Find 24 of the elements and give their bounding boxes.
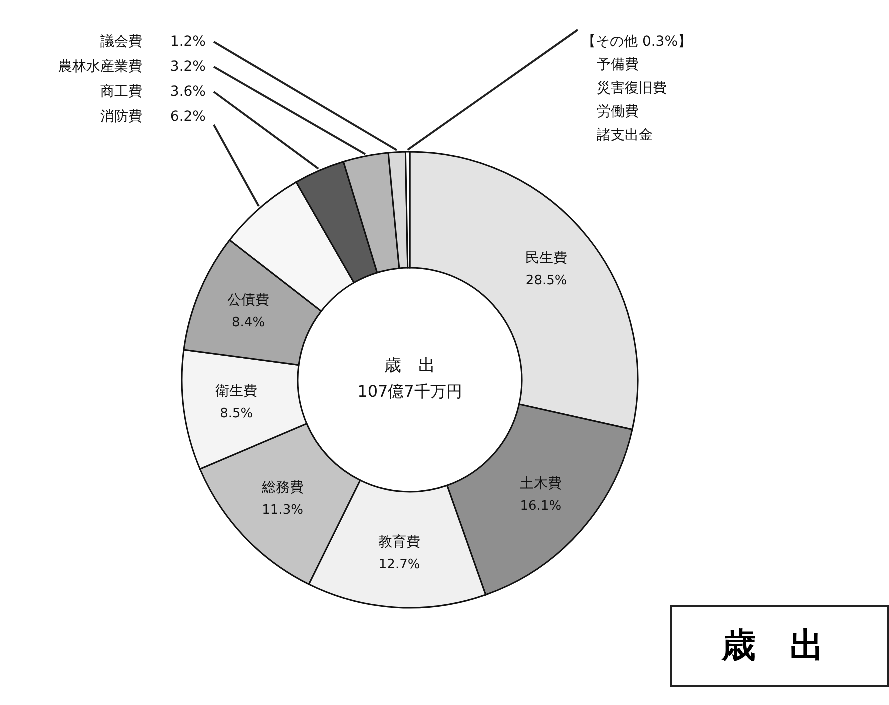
data-label: 12.7%: [378, 558, 420, 573]
slice-label: 消防費 6.2%: [100, 109, 206, 125]
slice-label: 農林水産業費 3.2%: [58, 59, 206, 75]
text: 歳 出: [384, 356, 436, 376]
slice-label: 公債費: [228, 292, 270, 309]
text: 災害復旧費: [597, 80, 667, 96]
slice-label: 衛生費: [216, 384, 258, 400]
data-label: 16.1%: [520, 499, 562, 514]
data-label: 28.5%: [526, 274, 568, 289]
slice-label: 土木費: [520, 476, 562, 492]
text: 予備費: [597, 57, 639, 73]
text: 107億7千万円: [358, 382, 462, 401]
text: 諸支出金: [597, 128, 653, 144]
slice-label: 民生費: [526, 250, 568, 267]
text: 労働費: [597, 104, 639, 120]
data-label: 8.4%: [232, 316, 266, 331]
text: 歳 出: [670, 605, 889, 687]
data-label: 8.5%: [220, 406, 254, 422]
slice-label: 議会費 1.2%: [100, 34, 206, 50]
slice-label: 教育費: [378, 534, 421, 551]
slice-label: 総務費: [260, 480, 304, 496]
slice-label: 商工費 3.6%: [100, 84, 206, 100]
slice-label: 【その他 0.3%】: [582, 34, 692, 50]
data-label: 11.3%: [262, 503, 304, 518]
